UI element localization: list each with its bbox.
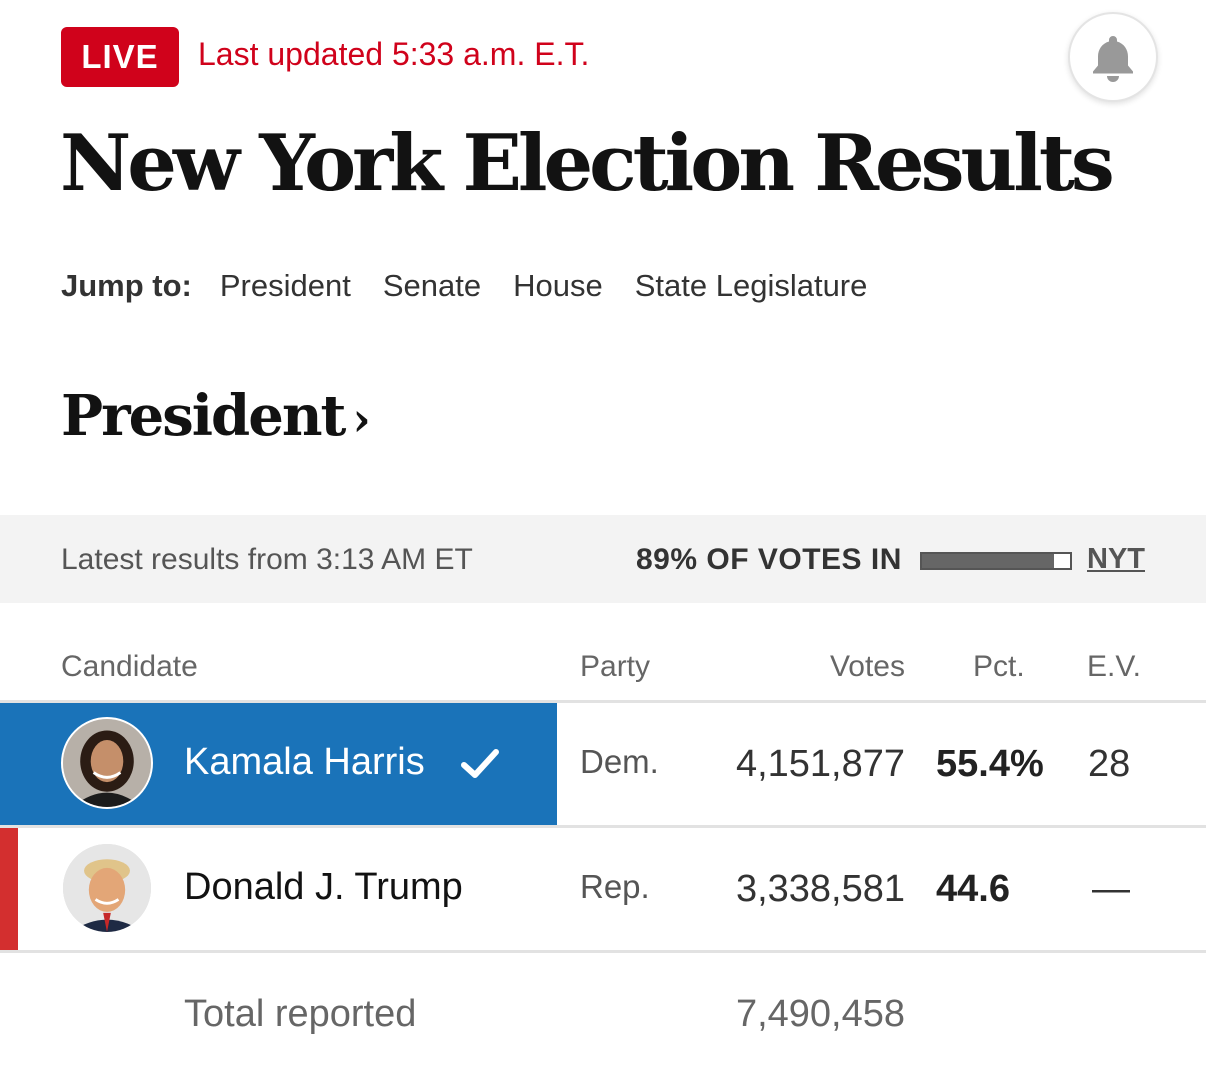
jump-nav: Jump to: President Senate House State Le… — [61, 268, 899, 304]
candidate-cell-winner: Kamala Harris — [0, 703, 557, 825]
page-title: New York Election Results — [60, 118, 1115, 209]
nyt-source-link[interactable]: NYT — [1087, 543, 1145, 575]
total-reported-label: Total reported — [184, 993, 417, 1035]
party-cell: Dem. — [580, 743, 659, 780]
party-color-stripe — [0, 828, 18, 950]
section-title-president[interactable]: President › — [61, 383, 371, 449]
chevron-right-icon: › — [352, 392, 370, 446]
jump-link-house[interactable]: House — [513, 268, 603, 303]
avatar — [61, 842, 153, 934]
candidate-name: Donald J. Trump — [184, 866, 463, 908]
candidate-name: Kamala Harris — [184, 741, 425, 783]
votes-cell: 4,151,877 — [735, 743, 905, 785]
last-updated-text: Last updated 5:33 a.m. E.T. — [198, 36, 590, 72]
jump-link-president[interactable]: President — [219, 268, 351, 303]
candidate-cell: Donald J. Trump — [0, 828, 557, 950]
section-title-text: President — [61, 383, 346, 449]
results-status-bar: Latest results from 3:13 AM ET 89% OF VO… — [0, 515, 1206, 603]
checkmark-icon — [461, 749, 499, 778]
votes-in-progress-bar — [920, 552, 1072, 570]
ev-cell: 28 — [1088, 743, 1131, 785]
candidate-photo-icon — [63, 719, 151, 807]
votes-in-progress-fill — [922, 554, 1054, 568]
table-divider — [0, 825, 1206, 828]
column-header-candidate: Candidate — [61, 650, 198, 683]
column-header-pct: Pct. — [973, 650, 1025, 683]
column-header-ev: E.V. — [1087, 650, 1141, 683]
total-reported-votes: 7,490,458 — [735, 993, 905, 1035]
column-header-votes: Votes — [829, 650, 905, 683]
table-divider — [0, 950, 1206, 953]
notification-bell-button[interactable] — [1068, 12, 1158, 102]
bell-icon — [1093, 36, 1133, 82]
pct-cell: 44.6 — [936, 868, 1010, 910]
candidate-photo-icon — [63, 844, 151, 932]
latest-results-text: Latest results from 3:13 AM ET — [61, 543, 473, 576]
jump-link-senate[interactable]: Senate — [382, 268, 482, 303]
votes-in-text: 89% OF VOTES IN — [636, 543, 902, 576]
column-header-party: Party — [580, 650, 651, 683]
live-badge: LIVE — [61, 27, 179, 87]
votes-cell: 3,338,581 — [735, 868, 905, 910]
table-row[interactable]: Donald J. Trump Rep. 3,338,581 44.6 — — [0, 828, 1206, 950]
ev-cell: — — [1092, 868, 1130, 910]
party-cell: Rep. — [580, 868, 650, 905]
table-row[interactable]: Kamala Harris Dem. 4,151,877 55.4% 28 — [0, 703, 1206, 825]
pct-cell: 55.4% — [936, 743, 1044, 785]
jump-link-state-legislature[interactable]: State Legislature — [634, 268, 868, 303]
jump-label: Jump to: — [61, 268, 192, 303]
avatar — [61, 717, 153, 809]
table-divider — [0, 700, 1206, 703]
